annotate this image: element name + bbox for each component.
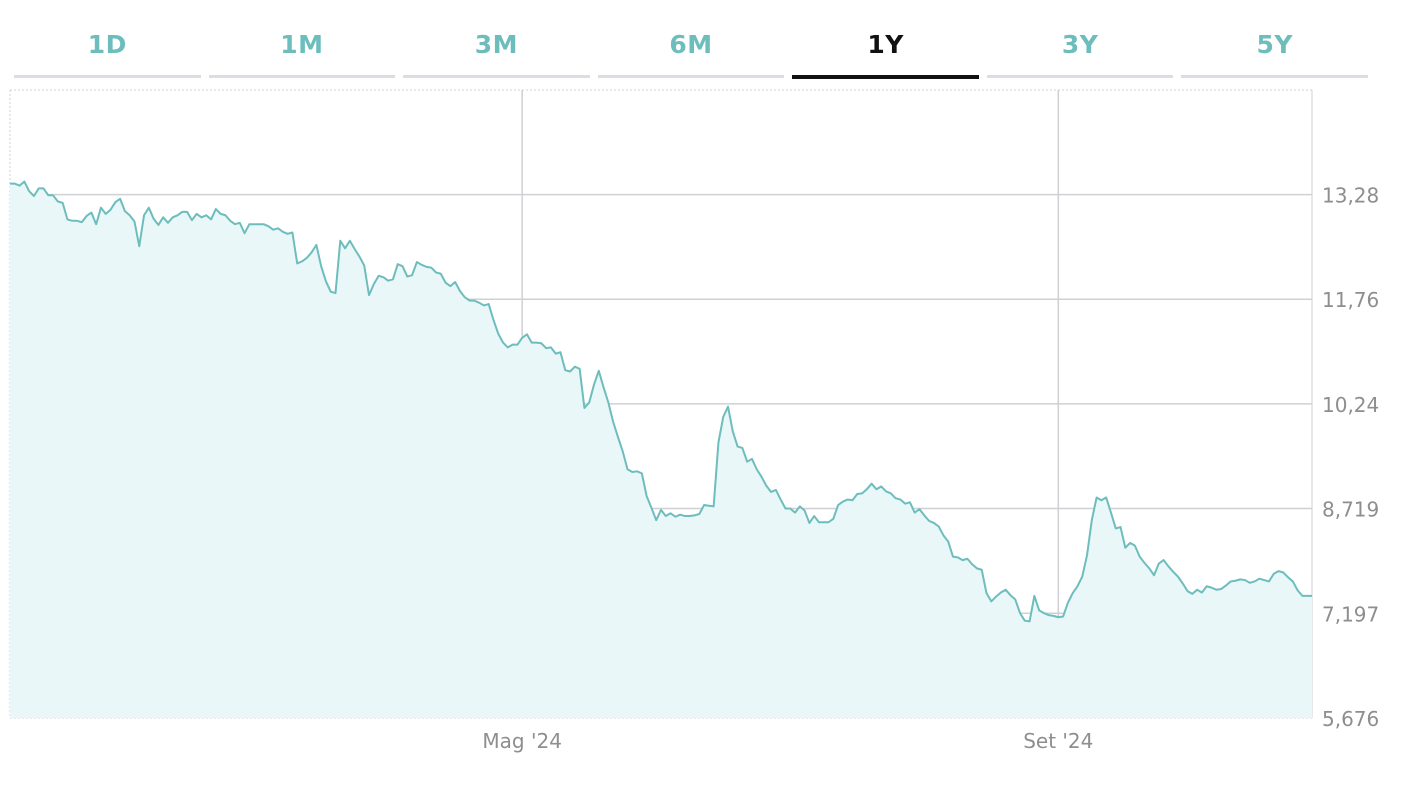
- y-tick-label: 11,76: [1322, 288, 1379, 312]
- tab-1y[interactable]: 1Y: [792, 22, 979, 80]
- y-tick-label: 10,24: [1322, 393, 1379, 417]
- y-tick-label: 7,197: [1322, 602, 1379, 626]
- tab-underline: [1181, 75, 1368, 78]
- y-tick-label: 5,676: [1322, 707, 1379, 731]
- tab-underline: [792, 75, 979, 79]
- tab-3y[interactable]: 3Y: [986, 22, 1174, 80]
- tab-underline: [986, 75, 1174, 78]
- tab-6m[interactable]: 6M: [597, 22, 785, 80]
- tab-underline: [14, 75, 201, 78]
- tab-label: 1D: [87, 30, 127, 59]
- tab-1m[interactable]: 1M: [208, 22, 396, 80]
- tab-5y[interactable]: 5Y: [1181, 22, 1368, 80]
- price-area-fill: [10, 181, 1312, 719]
- x-tick-label: Mag '24: [482, 729, 562, 753]
- x-tick-label: Set '24: [1023, 729, 1093, 753]
- tab-underline: [403, 75, 590, 78]
- y-tick-label: 8,719: [1322, 498, 1379, 522]
- tab-1d[interactable]: 1D: [14, 22, 201, 80]
- tab-label: 1Y: [867, 30, 904, 59]
- y-tick-label: 13,28: [1322, 184, 1379, 208]
- tab-label: 5Y: [1256, 30, 1293, 59]
- tab-3m[interactable]: 3M: [403, 22, 590, 80]
- tab-label: 3Y: [1061, 30, 1099, 59]
- tab-underline: [597, 75, 785, 78]
- axis-labels: 13,28 11,76 10,24 8,719 7,197 5,676 Mag '24 Set…: [482, 184, 1379, 753]
- tab-label: 3M: [474, 30, 519, 59]
- tab-underline: [208, 75, 396, 78]
- range-tabs: 1D 1M 3M 6M 1Y 3Y 5Y: [14, 22, 1368, 80]
- tab-label: 1M: [280, 30, 324, 59]
- tab-label: 6M: [669, 30, 713, 59]
- price-line: [10, 180, 1312, 623]
